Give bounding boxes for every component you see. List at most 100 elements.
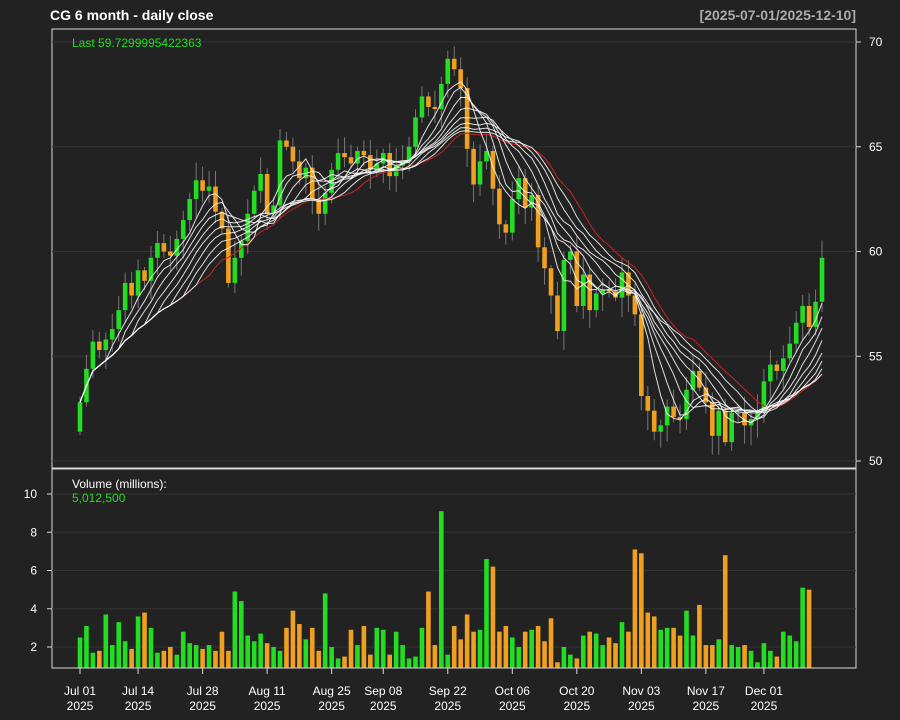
candle-down [213, 186, 218, 212]
volume-bar [335, 658, 341, 668]
volume-bar [342, 656, 347, 668]
candle-down [774, 364, 780, 371]
volume-bar [109, 645, 115, 668]
x-axis-date-label: Dec 01 [745, 684, 783, 698]
candle-up [322, 192, 328, 214]
volume-bar [729, 645, 734, 668]
volume-bar [684, 610, 689, 668]
volume-y-tick-label: 2 [30, 640, 37, 654]
volume-bar [251, 641, 257, 668]
candle-down [626, 272, 631, 296]
volume-bar [355, 645, 360, 668]
moving-average-line [79, 96, 823, 420]
candle-up [239, 241, 244, 258]
price-panel: 50 55 60 65 70 [51, 28, 883, 469]
volume-bar [768, 650, 773, 668]
candle-up [780, 358, 786, 371]
candle-up [103, 339, 109, 350]
volume-bar [484, 559, 489, 668]
x-axis-year-label: 2025 [434, 699, 461, 713]
volume-bar [239, 601, 244, 668]
candle-up [477, 161, 483, 185]
volume-bar [232, 591, 238, 668]
volume-bar [710, 645, 715, 668]
candle-up [277, 140, 283, 206]
candle-up [484, 150, 489, 162]
volume-bar [716, 639, 722, 668]
x-axis-date-label: Oct 20 [559, 684, 595, 698]
candle-down [490, 150, 496, 189]
moving-average-line [79, 116, 823, 413]
candle-up [374, 163, 380, 170]
candle-up [735, 412, 741, 414]
candle-down [200, 180, 205, 191]
candle-up [271, 205, 276, 214]
volume-panel: 2 4 6 8 10 [24, 468, 857, 669]
candle-down [290, 146, 296, 162]
candle-up [690, 370, 696, 390]
candle-down [651, 410, 657, 432]
volume-bar [368, 654, 373, 668]
volume-bar [806, 589, 812, 668]
volume-bar [393, 631, 399, 668]
volume-bar [722, 555, 728, 668]
candle-down [284, 140, 289, 147]
candle-up [90, 341, 96, 369]
volume-bar [522, 631, 528, 668]
candle-up [251, 190, 257, 214]
volume-bar [632, 549, 638, 668]
volume-bar [606, 637, 612, 668]
volume-bar [361, 625, 367, 668]
candle-up [77, 402, 83, 432]
volume-bar [84, 625, 89, 668]
volume-bar [97, 650, 102, 668]
moving-average-line [79, 86, 823, 424]
volume-y-tick-label: 10 [24, 487, 38, 501]
volume-bar [458, 639, 463, 668]
x-axis-date-label: Aug 11 [249, 684, 286, 698]
candle-up [813, 301, 818, 327]
x-axis-year-label: 2025 [563, 699, 590, 713]
volume-bar [548, 618, 554, 668]
candle-up [187, 199, 192, 221]
candle-up [664, 406, 670, 426]
x-axis-date-label: Oct 06 [495, 684, 531, 698]
candle-down [703, 387, 709, 403]
moving-average-line [79, 127, 823, 414]
candle-down [742, 412, 747, 426]
volume-bar [290, 610, 296, 668]
volume-bar [464, 614, 470, 668]
volume-bar [471, 631, 476, 668]
volume-bar [277, 650, 283, 668]
volume-bar [645, 612, 651, 668]
volume-bar [742, 645, 747, 668]
moving-average-line [79, 130, 823, 413]
volume-bar [135, 616, 141, 668]
price-y-tick-label: 50 [869, 454, 883, 468]
volume-bar [477, 629, 483, 668]
x-axis-year-label: 2025 [125, 699, 152, 713]
volume-bar [245, 635, 251, 668]
candle-up [516, 178, 522, 200]
x-axis-year-label: 2025 [254, 699, 281, 713]
volume-bar [406, 658, 412, 668]
volume-bar [374, 627, 380, 668]
candle-up [135, 270, 141, 296]
candle-down [168, 251, 173, 256]
candle-down [219, 211, 225, 229]
volume-y-tick-label: 4 [30, 602, 37, 616]
candle-down [348, 157, 354, 164]
candle-up [180, 220, 186, 239]
moving-average-line [79, 132, 823, 409]
volume-bar [516, 647, 522, 668]
candle-down [142, 270, 147, 281]
volume-bar [174, 654, 180, 668]
volume-bar [619, 622, 625, 668]
volume-bar [439, 511, 444, 668]
volume-bar [180, 631, 186, 668]
candle-up [800, 305, 805, 323]
volume-bar [400, 645, 405, 668]
